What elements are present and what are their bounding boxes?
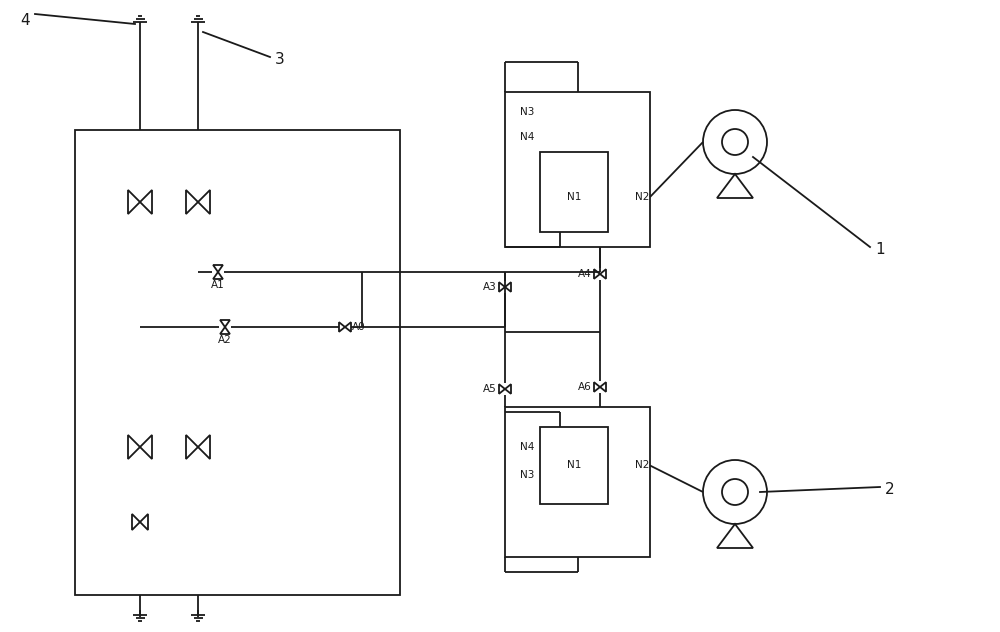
Text: 4: 4 xyxy=(20,13,30,28)
Text: A5: A5 xyxy=(483,384,497,394)
Text: N4: N4 xyxy=(520,132,534,142)
Text: 3: 3 xyxy=(275,51,285,66)
Text: N4: N4 xyxy=(520,442,534,452)
Text: A3: A3 xyxy=(483,282,497,292)
Text: A0: A0 xyxy=(352,322,366,332)
Text: A2: A2 xyxy=(218,335,232,345)
Bar xyxy=(540,152,608,232)
Text: A6: A6 xyxy=(578,382,592,392)
Text: N3: N3 xyxy=(520,107,534,117)
Text: 1: 1 xyxy=(875,241,885,257)
Text: 2: 2 xyxy=(885,482,895,497)
Text: N1: N1 xyxy=(567,192,581,202)
Text: N1: N1 xyxy=(567,461,581,470)
Bar xyxy=(505,92,650,247)
Text: N3: N3 xyxy=(520,470,534,480)
Bar xyxy=(505,407,650,557)
Text: A1: A1 xyxy=(211,280,225,290)
Text: A4: A4 xyxy=(578,269,592,279)
Bar xyxy=(75,130,400,595)
Text: N2: N2 xyxy=(635,461,649,470)
Bar xyxy=(540,427,608,504)
Text: N2: N2 xyxy=(635,192,649,202)
